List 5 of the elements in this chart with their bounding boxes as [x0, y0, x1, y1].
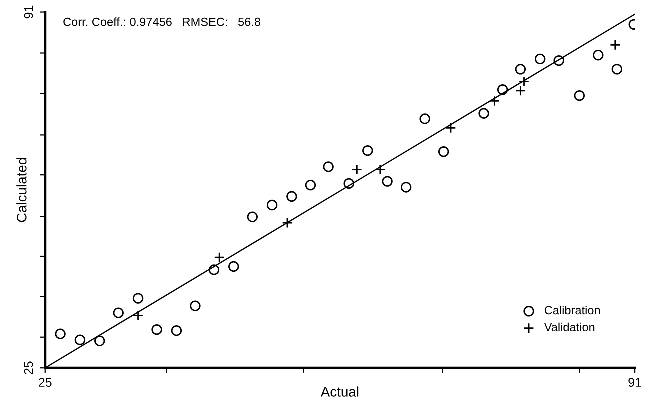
legend-label: Validation: [544, 322, 595, 332]
annotation: Corr. Coeff.: 0.97456 RMSEC: 56.8: [64, 18, 260, 26]
y-axis-title: Calculated: [16, 158, 27, 222]
x-axis-title: Actual: [320, 386, 359, 397]
legend-label: Calibration: [544, 306, 600, 315]
